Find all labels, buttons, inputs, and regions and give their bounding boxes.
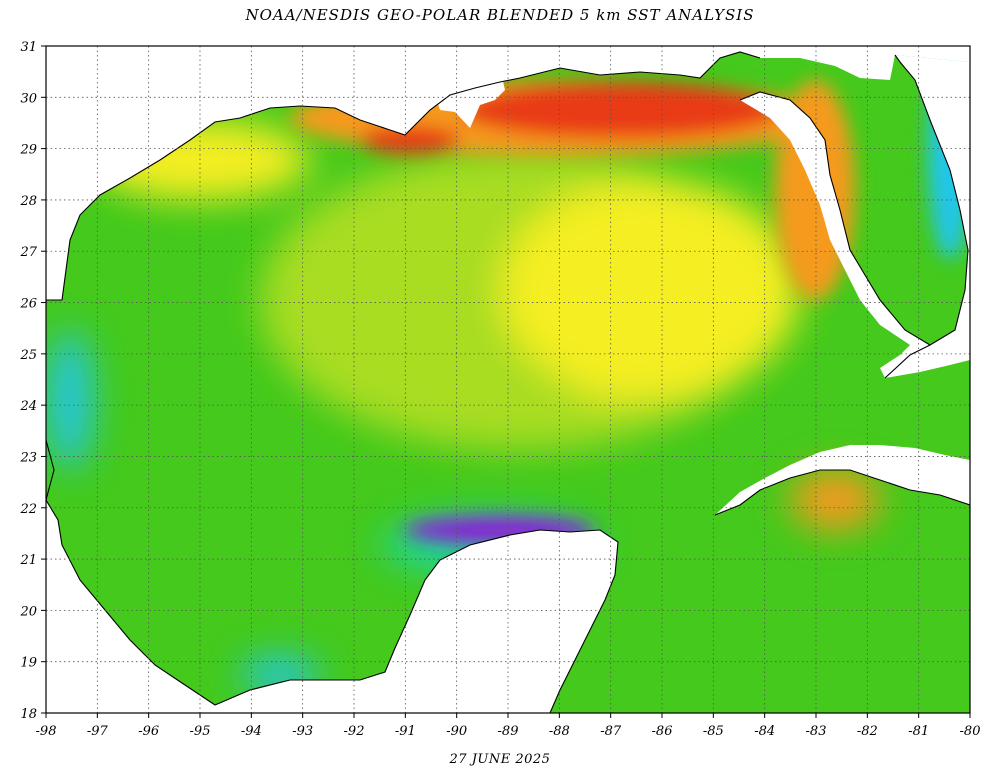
- land-cuba: [715, 445, 970, 515]
- map-date: 27 JUNE 2025: [449, 752, 551, 767]
- lon-tick-label: -95: [190, 724, 211, 739]
- lat-tick-label: 22: [19, 502, 37, 517]
- lon-tick-label: -98: [36, 724, 57, 739]
- sst-hot-core-west: [360, 126, 460, 154]
- lon-tick-label: -83: [806, 724, 827, 739]
- lat-tick-label: 28: [19, 194, 37, 209]
- coastline-cuba: [714, 469, 970, 516]
- sst-mexico-coast-north: [48, 330, 92, 470]
- lat-tick-label: 26: [19, 297, 37, 312]
- coastline-mexico-texas-west: [46, 299, 62, 501]
- sst-field: [46, 46, 970, 713]
- map-title: NOAA/NESDIS GEO-POLAR BLENDED 5 km SST A…: [245, 6, 755, 24]
- lon-tick-label: -96: [138, 724, 159, 739]
- longitude-axis: -98 -97 -96 -95 -94 -93 -92 -91 -90 -89 -88 -87 -86 -…: [36, 713, 981, 739]
- lon-tick-label: -93: [292, 724, 313, 739]
- land-yucatan-mexico: [46, 500, 618, 713]
- coastline-florida-east: [884, 54, 969, 379]
- lon-tick-label: -94: [241, 724, 262, 739]
- lon-tick-label: -82: [857, 724, 878, 739]
- lon-tick-label: -89: [498, 724, 519, 739]
- lon-tick-label: -84: [754, 724, 775, 739]
- lat-tick-label: 18: [20, 707, 37, 722]
- lat-tick-label: 20: [19, 604, 37, 619]
- sst-loop-current: [550, 280, 690, 400]
- lon-tick-label: -81: [908, 724, 929, 739]
- land-us-gulf-coast: [46, 46, 970, 300]
- lat-tick-label: 31: [20, 40, 37, 55]
- lon-tick-label: -91: [395, 724, 416, 739]
- latitude-axis: 31 30 29 28 27 26 25 24 23 22 21 20 19 18: [19, 40, 46, 722]
- lon-tick-label: -85: [703, 724, 724, 739]
- land-louisiana-delta-detail: [430, 68, 505, 128]
- lon-tick-label: -80: [960, 724, 981, 739]
- lat-tick-label: 25: [19, 348, 37, 363]
- lon-tick-label: -88: [549, 724, 570, 739]
- lat-tick-label: 21: [19, 553, 37, 568]
- lat-tick-label: 24: [19, 399, 37, 414]
- sst-hot-core: [460, 82, 780, 138]
- land-florida-peninsula: [740, 55, 970, 378]
- lat-tick-label: 29: [19, 143, 37, 158]
- coastline-mexico: [46, 499, 619, 713]
- coastlines: [46, 51, 970, 713]
- coastline-florida-west: [739, 91, 931, 346]
- lon-tick-label: -97: [87, 724, 109, 739]
- lat-tick-label: 23: [19, 450, 37, 465]
- lat-tick-label: 30: [20, 91, 37, 106]
- lon-tick-label: -87: [600, 724, 622, 739]
- lon-tick-label: -86: [652, 724, 673, 739]
- coastline-us: [61, 51, 761, 301]
- lat-tick-label: 19: [20, 656, 37, 671]
- sst-cuba-warm: [790, 470, 880, 530]
- lon-tick-label: -90: [446, 724, 467, 739]
- lon-tick-label: -92: [344, 724, 365, 739]
- land: [46, 46, 970, 713]
- graticule: [46, 46, 970, 713]
- lat-tick-label: 27: [19, 245, 37, 260]
